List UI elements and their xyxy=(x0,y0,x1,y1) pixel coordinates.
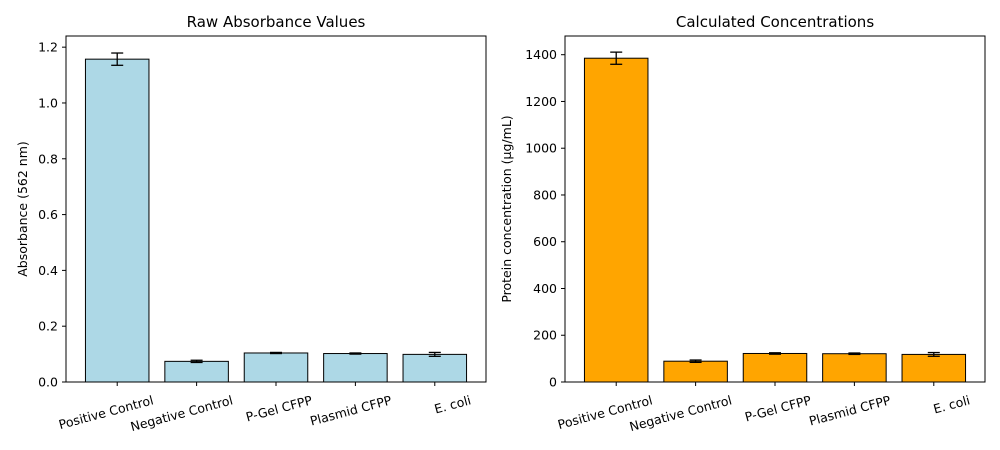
concentration-bar-e-coli xyxy=(901,353,967,383)
concentration-error-bar-plasmid-cfpp xyxy=(848,352,861,356)
absorbance-error-bar-e-coli xyxy=(428,351,441,357)
concentration-y-tick-label: 1400 xyxy=(525,47,557,62)
concentration-y-tick-label: 1000 xyxy=(525,141,557,156)
absorbance-x-tick-label-plasmid-cfpp: Plasmid CFPP xyxy=(308,392,393,428)
concentration-y-tick-label: 400 xyxy=(533,281,557,296)
concentration-error-bar-positive-control xyxy=(610,51,623,65)
absorbance-y-tick-label: 0.2 xyxy=(38,319,58,334)
concentration-y-tick-label: 0 xyxy=(549,375,557,390)
concentration-bar-p-gel-cfpp xyxy=(742,352,808,383)
absorbance-y-tick-label: 0.8 xyxy=(38,151,58,166)
concentration-x-tick-label-p-gel-cfpp: P-Gel CFPP xyxy=(743,392,813,424)
absorbance-error-bar-p-gel-cfpp xyxy=(270,351,282,355)
concentration-error-bars xyxy=(610,51,940,364)
concentration-y-axis-label: Protein concentration (µg/mL) xyxy=(499,115,514,302)
concentration-chart: Calculated Concentrations Protein concen… xyxy=(499,13,986,434)
concentration-y-axis: 0 200 400 600 800 1000 1200 1400 xyxy=(525,47,565,390)
concentration-error-bar-p-gel-cfpp xyxy=(769,352,781,355)
concentration-bars xyxy=(583,57,967,383)
concentration-y-tick-label: 600 xyxy=(533,234,557,249)
concentration-plot-frame xyxy=(564,35,986,383)
absorbance-error-bar-positive-control xyxy=(111,52,124,66)
absorbance-plot-frame xyxy=(65,35,487,383)
concentration-error-bar-negative-control xyxy=(689,359,702,364)
concentration-bar-positive-control xyxy=(583,57,649,383)
absorbance-bars xyxy=(84,58,468,383)
absorbance-y-tick-label: 0.4 xyxy=(38,263,58,278)
absorbance-x-tick-label-p-gel-cfpp: P-Gel CFPP xyxy=(244,392,314,424)
absorbance-bar-p-gel-cfpp xyxy=(243,352,309,383)
concentration-x-tick-label-plasmid-cfpp: Plasmid CFPP xyxy=(807,392,892,428)
concentration-bar-plasmid-cfpp xyxy=(822,353,887,383)
absorbance-y-axis: 0.0 0.2 0.4 0.6 0.8 1.0 1.2 xyxy=(38,40,66,390)
concentration-chart-title: Calculated Concentrations xyxy=(676,13,874,31)
concentration-y-tick-label: 1200 xyxy=(525,94,557,109)
concentration-bar-negative-control xyxy=(663,360,728,383)
absorbance-y-axis-label: Absorbance (562 nm) xyxy=(15,141,30,277)
absorbance-chart: Raw Absorbance Values Absorbance (562 nm… xyxy=(15,13,487,434)
absorbance-y-tick-label: 1.2 xyxy=(38,40,58,55)
concentration-y-tick-label: 200 xyxy=(533,328,557,343)
concentration-error-bar-e-coli xyxy=(927,351,940,357)
absorbance-y-tick-label: 0.0 xyxy=(38,375,58,390)
absorbance-error-bars xyxy=(111,52,441,364)
absorbance-bar-positive-control xyxy=(84,58,150,383)
absorbance-error-bar-plasmid-cfpp xyxy=(349,352,362,355)
concentration-x-tick-label-e-coli: E. coli xyxy=(932,392,972,416)
absorbance-y-tick-label: 0.6 xyxy=(38,207,58,222)
absorbance-bar-e-coli xyxy=(402,353,468,383)
absorbance-chart-title: Raw Absorbance Values xyxy=(187,13,366,31)
absorbance-x-tick-label-e-coli: E. coli xyxy=(433,392,473,416)
absorbance-error-bar-negative-control xyxy=(190,359,203,364)
concentration-y-tick-label: 800 xyxy=(533,187,557,202)
absorbance-bar-negative-control xyxy=(164,360,229,383)
absorbance-bar-plasmid-cfpp xyxy=(323,353,388,383)
absorbance-y-tick-label: 1.0 xyxy=(38,95,58,110)
